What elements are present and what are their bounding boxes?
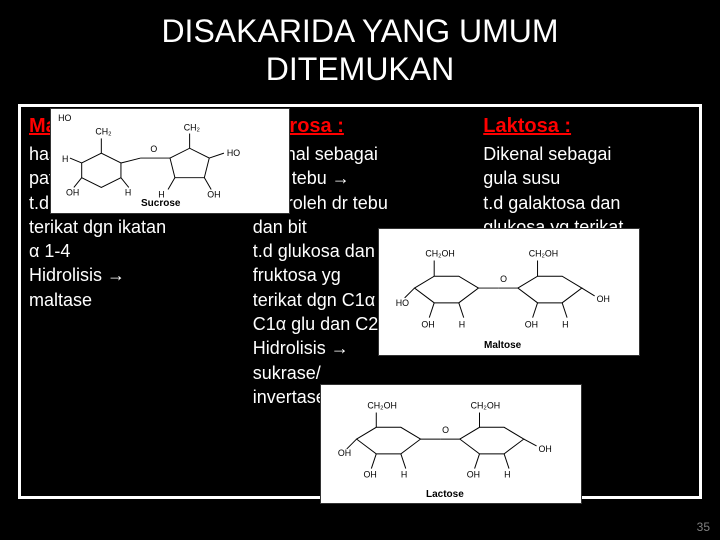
svg-text:H: H [562,319,568,329]
svg-text:CH₂OH: CH₂OH [471,401,500,411]
lactose-structure-image: CH₂OH OH OH H O CH₂OH OH H OH Lactose [320,384,582,504]
svg-text:OH: OH [525,319,538,329]
svg-text:OH: OH [539,444,552,454]
svg-text:OH: OH [467,469,480,479]
svg-text:H: H [459,319,465,329]
svg-text:O: O [150,144,157,154]
svg-text:H: H [401,469,407,479]
svg-text:OH: OH [207,189,220,199]
svg-text:O: O [442,425,449,435]
svg-text:H: H [504,469,510,479]
svg-text:CH₂: CH₂ [184,123,200,133]
page-number: 35 [697,520,710,534]
slide-title: DISAKARIDA YANG UMUM DITEMUKAN [0,0,720,93]
svg-text:CH₂: CH₂ [95,127,111,137]
sucrose-structure-image: HO CH₂ H OH H O CH₂ HO OH H Sucrose [50,108,290,214]
maltose-label: Maltose [484,340,521,351]
maltose-structure-image: CH₂OH HO OH H O CH₂OH OH H OH Maltose [378,228,640,356]
lactose-label: Lactose [426,489,464,500]
svg-text:OH: OH [66,187,79,197]
svg-text:OH: OH [421,319,434,329]
title-line-2: DITEMUKAN [266,51,454,87]
svg-text:CH₂OH: CH₂OH [425,249,454,259]
svg-text:OH: OH [597,294,610,304]
svg-text:HO: HO [227,148,240,158]
laktosa-heading: Laktosa : [483,113,691,140]
svg-text:CH₂OH: CH₂OH [367,401,396,411]
title-line-1: DISAKARIDA YANG UMUM [161,13,558,49]
svg-text:CH₂OH: CH₂OH [529,249,558,259]
svg-text:O: O [500,274,507,284]
lactose-svg: CH₂OH OH OH H O CH₂OH OH H OH [321,385,581,503]
sucrose-label: Sucrose [141,198,180,209]
svg-text:HO: HO [58,113,71,123]
svg-text:OH: OH [363,469,376,479]
maltose-svg: CH₂OH HO OH H O CH₂OH OH H OH [379,229,639,355]
svg-text:H: H [62,154,68,164]
svg-text:H: H [125,187,131,197]
svg-text:OH: OH [338,448,351,458]
svg-text:HO: HO [396,298,409,308]
